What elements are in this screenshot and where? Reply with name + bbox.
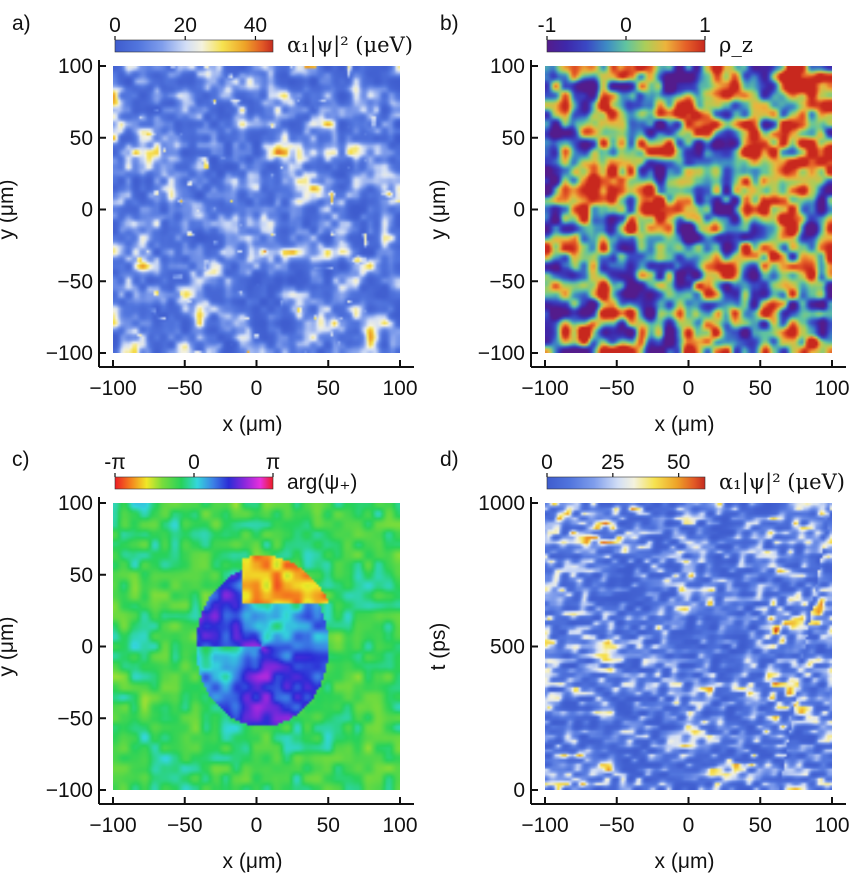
colorbar-title: α₁|ψ|² (μeV) (287, 33, 413, 58)
x-tick-label: 0 (683, 814, 695, 837)
y-tick-label: 500 (490, 636, 525, 659)
x-tick-label: 0 (251, 377, 263, 400)
x-tick-label: 50 (317, 377, 340, 400)
x-tick-label: 100 (382, 377, 417, 400)
y-axis-title: y (μm) (427, 180, 450, 240)
y-tick-label: 1000 (478, 492, 525, 515)
colorbar-tick-label: 25 (601, 451, 624, 474)
y-tick-label: 0 (513, 199, 525, 222)
x-tick-label: 100 (382, 814, 417, 837)
y-tick-label: 50 (70, 127, 93, 150)
x-tick-label: −100 (521, 377, 568, 400)
colorbar-tick-label: 0 (620, 14, 632, 37)
panel-a: a) −100 −50 0 50 100 −100 −50 0 50 100 x (μm) y (μm)… (0, 12, 418, 436)
panel-label: c) (12, 448, 30, 471)
x-tick-label: 50 (749, 814, 772, 837)
colorbar (114, 39, 274, 53)
y-tick-label: −100 (46, 779, 93, 802)
y-tick-label: −50 (57, 707, 93, 730)
y-tick-label: −100 (46, 342, 93, 365)
y-tick-label: 100 (490, 55, 525, 78)
heatmap-image (545, 503, 832, 790)
colorbar-tick-label: 0 (188, 451, 200, 474)
x-tick-label: 50 (749, 377, 772, 400)
colorbar (546, 39, 706, 53)
x-tick-label: 0 (683, 377, 695, 400)
y-tick-label: −100 (478, 342, 525, 365)
y-tick-label: 0 (81, 636, 93, 659)
y-axis-title: y (μm) (0, 617, 18, 677)
y-tick-label: 100 (58, 55, 93, 78)
x-axis-title: x (μm) (223, 413, 283, 436)
x-tick-label: 100 (814, 377, 849, 400)
panel-label: d) (440, 448, 459, 471)
heatmap-image (113, 66, 400, 353)
colorbar-tick-label: 20 (174, 14, 197, 37)
x-tick-label: 50 (317, 814, 340, 837)
x-axis-title: x (μm) (655, 850, 715, 873)
x-tick-label: −50 (167, 377, 203, 400)
heatmap-image (545, 66, 832, 353)
heatmap-image (113, 503, 400, 790)
x-tick-label: −100 (89, 377, 136, 400)
panel-label: a) (12, 12, 31, 35)
y-axis-title: t (ps) (427, 623, 450, 671)
colorbar-tick-label: -π (104, 451, 125, 474)
x-tick-label: −100 (521, 814, 568, 837)
panel-label: b) (440, 12, 459, 35)
y-tick-label: 100 (58, 492, 93, 515)
colorbar-tick-label: 40 (244, 14, 267, 37)
colorbar-tick-label: 0 (541, 451, 553, 474)
colorbar-title: arg(ψ₊) (287, 471, 357, 494)
x-tick-label: −50 (167, 814, 203, 837)
colorbar-tick-label: 0 (109, 14, 121, 37)
x-tick-label: 0 (251, 814, 263, 837)
x-tick-label: −50 (599, 377, 635, 400)
panel-b: b) −100 −50 0 50 100 −100 −50 0 50 100 x (μm) y (μm)… (427, 12, 850, 436)
colorbar (114, 476, 274, 490)
y-axis-title: y (μm) (0, 180, 18, 240)
y-tick-label: 50 (502, 127, 525, 150)
colorbar-title: α₁|ψ|² (μeV) (719, 470, 845, 495)
colorbar-tick-label: π (266, 451, 281, 474)
x-axis-title: x (μm) (223, 850, 283, 873)
colorbar (546, 476, 706, 490)
x-tick-label: −50 (599, 814, 635, 837)
x-tick-label: −100 (89, 814, 136, 837)
colorbar-title: ρ_z (719, 33, 753, 57)
y-tick-label: −50 (489, 270, 525, 293)
colorbar-tick-label: -1 (538, 14, 557, 37)
y-tick-label: −50 (57, 270, 93, 293)
y-tick-label: 0 (81, 199, 93, 222)
x-axis-title: x (μm) (655, 413, 715, 436)
x-tick-label: 100 (814, 814, 849, 837)
colorbar-tick-label: 50 (667, 451, 690, 474)
y-tick-label: 50 (70, 564, 93, 587)
colorbar-tick-label: 1 (699, 14, 711, 37)
panel-c: c) −100 −50 0 50 100 −100 −50 0 50 100 x (μm) y (μm)… (0, 448, 418, 873)
y-tick-label: 0 (513, 779, 525, 802)
